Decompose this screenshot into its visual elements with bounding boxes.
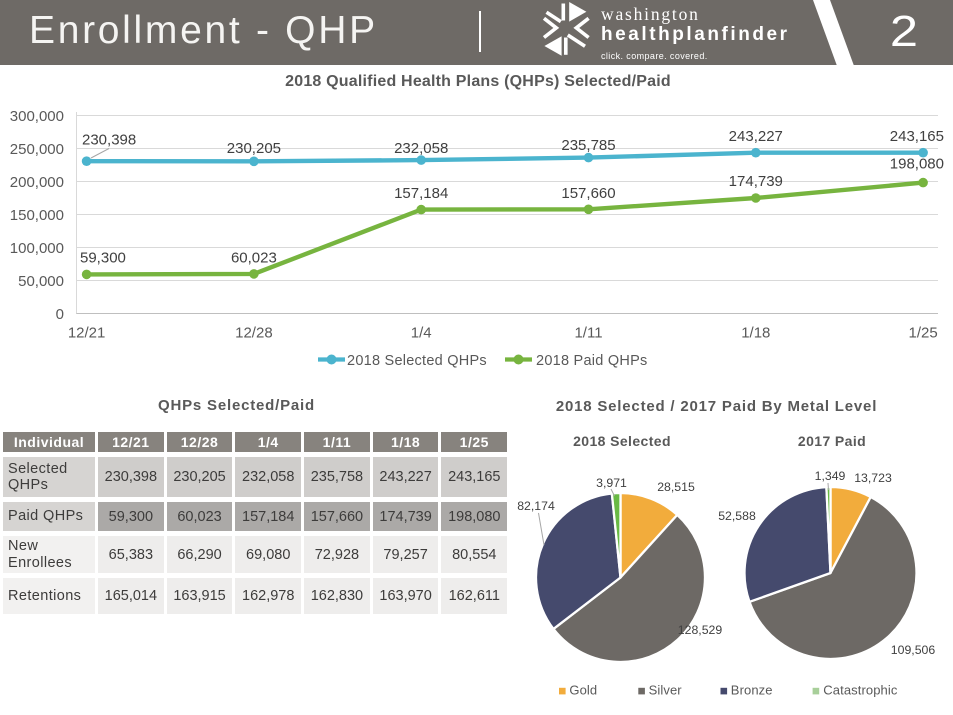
- svg-text:1/25: 1/25: [908, 325, 937, 342]
- svg-text:243,165: 243,165: [890, 128, 944, 145]
- svg-text:150,000: 150,000: [10, 207, 64, 224]
- svg-text:Catastrophic: Catastrophic: [823, 683, 898, 698]
- svg-text:232,058: 232,058: [394, 140, 448, 157]
- svg-text:59,300: 59,300: [80, 250, 126, 267]
- svg-text:52,588: 52,588: [718, 509, 756, 523]
- svg-text:243,227: 243,227: [729, 128, 783, 145]
- svg-text:1,349: 1,349: [815, 469, 846, 483]
- svg-text:Silver: Silver: [649, 683, 683, 698]
- svg-text:174,739: 174,739: [729, 173, 783, 190]
- svg-text:109,506: 109,506: [891, 643, 936, 657]
- svg-text:50,000: 50,000: [18, 273, 64, 290]
- svg-text:1/4: 1/4: [411, 325, 432, 342]
- svg-text:128,529: 128,529: [678, 623, 723, 637]
- svg-text:100,000: 100,000: [10, 240, 64, 257]
- svg-text:157,660: 157,660: [561, 185, 615, 202]
- svg-text:Bronze: Bronze: [731, 683, 773, 698]
- svg-text:13,723: 13,723: [854, 471, 892, 485]
- svg-text:200,000: 200,000: [10, 174, 64, 191]
- svg-text:157,184: 157,184: [394, 185, 448, 202]
- svg-text:60,023: 60,023: [231, 250, 277, 267]
- svg-text:235,785: 235,785: [561, 137, 615, 154]
- svg-text:1/11: 1/11: [574, 325, 602, 342]
- svg-text:300,000: 300,000: [10, 108, 64, 125]
- svg-text:12/28: 12/28: [235, 325, 273, 342]
- svg-text:230,205: 230,205: [227, 140, 281, 157]
- svg-text:Gold: Gold: [569, 683, 597, 698]
- svg-text:3,971: 3,971: [596, 476, 627, 490]
- svg-text:28,515: 28,515: [657, 480, 695, 494]
- svg-text:0: 0: [56, 306, 64, 323]
- svg-text:2018 Paid QHPs: 2018 Paid QHPs: [536, 353, 648, 369]
- svg-text:82,174: 82,174: [517, 499, 555, 513]
- svg-text:230,398: 230,398: [82, 132, 136, 149]
- svg-text:2018 Selected QHPs: 2018 Selected QHPs: [347, 353, 487, 369]
- svg-text:12/21: 12/21: [68, 325, 106, 342]
- svg-text:198,080: 198,080: [890, 156, 944, 173]
- svg-text:1/18: 1/18: [741, 325, 770, 342]
- svg-text:250,000: 250,000: [10, 141, 64, 158]
